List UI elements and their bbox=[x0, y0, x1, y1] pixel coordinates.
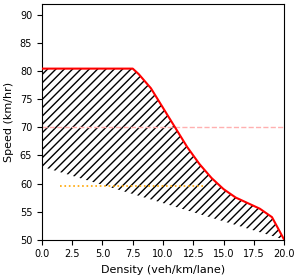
Y-axis label: Speed (km/hr): Speed (km/hr) bbox=[4, 82, 14, 162]
X-axis label: Density (veh/km/lane): Density (veh/km/lane) bbox=[101, 265, 225, 275]
